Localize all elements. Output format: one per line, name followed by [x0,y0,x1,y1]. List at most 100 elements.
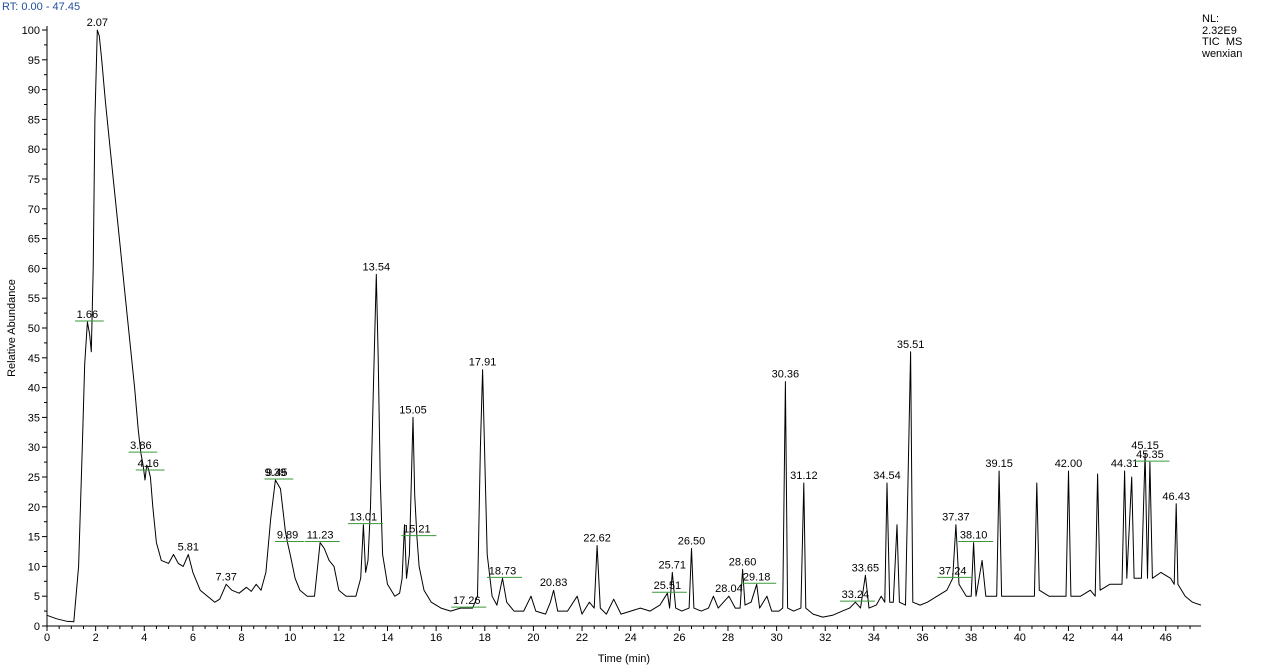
y-tick-label: 45 [28,353,40,365]
x-tick-label: 6 [190,632,196,644]
peak-label: 17.91 [469,357,497,369]
y-tick-label: 90 [28,85,40,97]
normalization-info: NL: 2.32E9 TIC MS wenxian [1202,13,1243,60]
peak-annotation: 20.83 [540,577,568,589]
peak-label: 35.51 [897,339,925,351]
peak-label: 33.65 [852,562,880,574]
peak-annotation: 28.60 [729,556,757,568]
y-tick-label: 30 [28,442,40,454]
peak-annotation: 26.50 [678,536,706,548]
peak-label: 17.26 [453,595,481,607]
nl-value: 2.32E9 [1202,24,1237,37]
peak-label: 15.05 [399,404,427,416]
peak-annotation: 5.81 [178,541,199,553]
y-tick-label: 85 [28,114,40,126]
peak-label: 11.23 [307,530,334,542]
peak-label: 31.12 [790,470,818,482]
peak-label: 9.45 [266,467,287,479]
peak-label: 22.62 [583,533,611,545]
y-tick-label: 65 [28,234,40,246]
peak-annotation: 34.54 [873,470,901,482]
peak-annotation: 11.23 [304,530,340,543]
x-tick-label: 4 [141,632,147,644]
peak-label: 13.54 [363,261,391,273]
x-tick-label: 22 [576,632,588,644]
peak-label: 42.00 [1055,458,1083,470]
peak-label: 39.15 [985,458,1013,470]
x-tick-label: 42 [1062,632,1074,644]
peak-annotation: 38.10 [958,530,994,543]
x-tick-label: 40 [1014,632,1026,644]
peak-annotation: 17.26 [451,595,487,608]
y-tick-label: 60 [28,263,40,275]
peak-label: 5.81 [178,541,199,553]
peak-label: 28.04 [715,583,743,595]
peak-annotation: 22.62 [583,533,611,545]
y-tick-label: 0 [34,621,40,633]
x-tick-label: 44 [1111,632,1123,644]
peak-annotation: 44.31 [1111,458,1139,470]
scan-type: TIC MS [1202,36,1243,48]
peak-label: 26.50 [678,536,706,548]
peak-label: 34.54 [873,470,901,482]
x-axis-label: Time (min) [598,653,650,665]
peak-annotation: 45.35 [1134,449,1170,462]
peak-label: 4.16 [137,458,158,470]
y-tick-label: 40 [28,383,40,395]
peak-label: 38.10 [960,530,988,542]
y-tick-label: 20 [28,502,40,514]
y-axis-label: Relative Abundance [6,279,18,377]
peak-label: 28.60 [729,556,757,568]
x-tick-label: 20 [527,632,539,644]
peak-annotation: 35.51 [897,339,925,351]
y-tick-label: 10 [28,561,40,573]
peak-label: 33.24 [842,589,870,601]
peak-annotation: 33.65 [852,562,880,574]
peak-annotation: 37.24 [937,565,973,578]
x-tick-label: 28 [722,632,734,644]
peak-label: 45.15 [1131,440,1159,452]
axes: 0 2 4 6 8 10 12 14 16 18 20 22 24 26 28 30 32 34 36 38 40 42 4… [22,25,1201,644]
y-tick-label: 75 [28,174,40,186]
peak-label: 37.24 [939,565,967,577]
peak-annotation: 9.89 [275,530,304,543]
x-tick-label: 8 [239,632,245,644]
y-tick-label: 5 [34,591,40,603]
peak-annotation: 9.45 [264,467,294,480]
x-tick-label: 36 [916,632,928,644]
y-tick-label: 35 [28,412,40,424]
peak-annotation: 9.39 [265,467,286,479]
x-tick-label: 14 [381,632,393,644]
y-tick-label: 70 [28,204,40,216]
y-tick-label: 80 [28,144,40,156]
peak-annotation: 3.86 [128,440,158,453]
peak-label: 25.51 [654,580,682,592]
x-tick-label: 18 [479,632,491,644]
peak-annotation: 15.05 [399,404,427,416]
peak-label: 45.35 [1136,449,1164,461]
peak-annotation: 39.15 [985,458,1013,470]
x-tick-label: 26 [673,632,685,644]
y-tick-label: 95 [28,55,40,67]
x-tick-label: 0 [44,632,50,644]
peak-annotation: 1.66 [74,309,104,322]
peak-annotation: 25.51 [651,580,687,593]
peak-annotation: 37.37 [942,512,970,524]
trace-layer [46,29,1202,623]
x-tick-label: 12 [333,632,345,644]
peak-label: 20.83 [540,577,568,589]
sample-name: wenxian [1202,47,1243,60]
peak-label: 1.66 [77,309,98,321]
peak-annotation: 18.73 [487,565,523,578]
peak-annotation: 15.21 [401,524,437,537]
x-tick-label: 30 [770,632,782,644]
peak-annotation: 29.18 [741,571,777,584]
x-tick-label: 2 [93,632,99,644]
x-tick-label: 10 [284,632,296,644]
peak-label: 44.31 [1111,458,1139,470]
peak-annotation: 4.16 [135,458,165,471]
peak-annotation: 31.12 [790,470,818,482]
peak-annotation: 17.91 [469,357,497,369]
peak-labels-layer: 1.66 2.07 3.86 4.16 5.81 7.37 9.399.45 9.89 11.2… [74,17,1190,608]
peak-label: 15.21 [403,524,431,536]
